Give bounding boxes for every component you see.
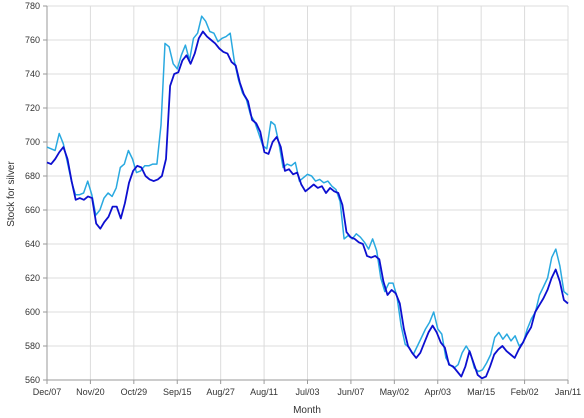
- y-axis-tick-labels: 560 580 600 620 640 660 680 700 720 740 760 780: [25, 1, 40, 385]
- y-tick-label: 640: [25, 239, 40, 249]
- x-tick-label: Aug/11: [250, 387, 278, 397]
- x-tick-label: Jan/11: [555, 387, 581, 397]
- x-tick-label: Sep/15: [163, 387, 192, 397]
- x-tick-label: Nov/20: [76, 387, 105, 397]
- y-tick-label: 680: [25, 171, 40, 181]
- y-axis-title: Stock for silver: [6, 161, 17, 227]
- y-tick-label: 560: [25, 375, 40, 385]
- x-tick-label: May/02: [380, 387, 410, 397]
- series-light: [46, 15, 569, 373]
- y-tick-label: 740: [25, 69, 40, 79]
- axes: [43, 5, 569, 384]
- series-dark: [46, 30, 569, 380]
- x-tick-label: Oct/29: [121, 387, 148, 397]
- y-tick-label: 600: [25, 307, 40, 317]
- x-tick-label: Jun/07: [337, 387, 364, 397]
- x-axis-title: Month: [293, 405, 321, 416]
- x-tick-label: Feb/02: [511, 387, 539, 397]
- y-tick-label: 660: [25, 205, 40, 215]
- x-tick-label: Jul/03: [295, 387, 319, 397]
- x-tick-label: Apr/03: [424, 387, 451, 397]
- x-axis-tick-labels: Dec/07 Nov/20 Oct/29 Sep/15 Aug/27 Aug/11 Jul/…: [33, 387, 581, 397]
- x-tick-label: Aug/27: [206, 387, 235, 397]
- x-tick-label: Mar/15: [467, 387, 495, 397]
- x-tick-label: Dec/07: [33, 387, 62, 397]
- series-lines: [46, 15, 569, 380]
- y-tick-label: 700: [25, 137, 40, 147]
- y-tick-label: 760: [25, 35, 40, 45]
- y-tick-label: 780: [25, 1, 40, 11]
- y-tick-label: 580: [25, 341, 40, 351]
- y-tick-label: 720: [25, 103, 40, 113]
- y-tick-label: 620: [25, 273, 40, 283]
